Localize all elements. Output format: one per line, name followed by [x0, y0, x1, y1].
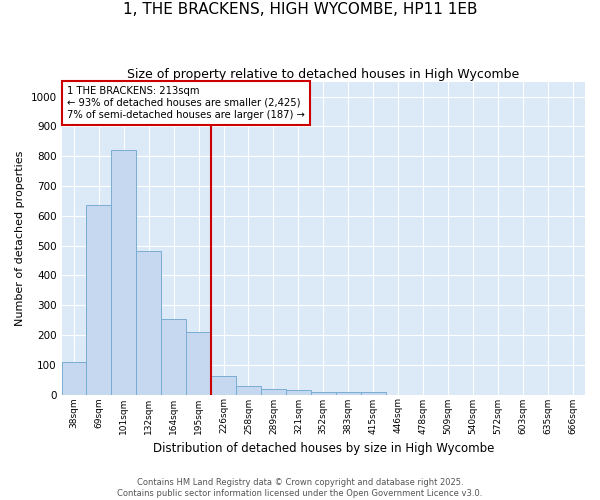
Bar: [211, 376, 236, 394]
Bar: [311, 392, 336, 394]
Y-axis label: Number of detached properties: Number of detached properties: [15, 150, 25, 326]
X-axis label: Distribution of detached houses by size in High Wycombe: Distribution of detached houses by size …: [152, 442, 494, 455]
Text: 1, THE BRACKENS, HIGH WYCOMBE, HP11 1EB: 1, THE BRACKENS, HIGH WYCOMBE, HP11 1EB: [123, 2, 477, 18]
Bar: [186, 332, 211, 394]
Bar: [161, 318, 186, 394]
Bar: [62, 362, 86, 394]
Bar: [236, 386, 261, 394]
Bar: [86, 206, 112, 394]
Bar: [136, 252, 161, 394]
Bar: [261, 388, 286, 394]
Bar: [336, 392, 361, 394]
Bar: [286, 390, 311, 394]
Title: Size of property relative to detached houses in High Wycombe: Size of property relative to detached ho…: [127, 68, 520, 80]
Text: Contains HM Land Registry data © Crown copyright and database right 2025.
Contai: Contains HM Land Registry data © Crown c…: [118, 478, 482, 498]
Bar: [361, 392, 386, 394]
Bar: [112, 150, 136, 394]
Text: 1 THE BRACKENS: 213sqm
← 93% of detached houses are smaller (2,425)
7% of semi-d: 1 THE BRACKENS: 213sqm ← 93% of detached…: [67, 86, 305, 120]
